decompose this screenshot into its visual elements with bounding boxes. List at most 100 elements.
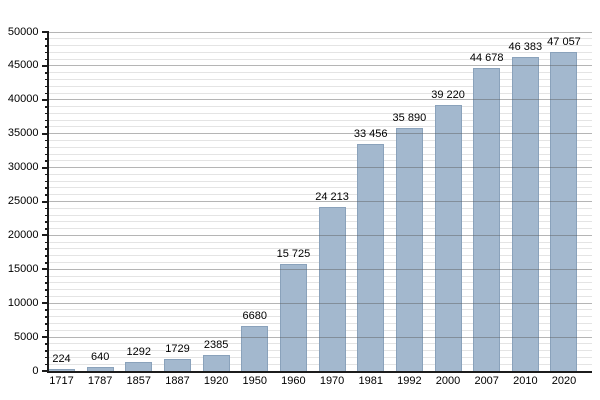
y-tick-minor (44, 282, 48, 284)
y-tick-minor (44, 194, 48, 196)
bar-2020 (550, 51, 578, 371)
gridline-minor (48, 85, 592, 87)
value-label-1787: 640 (90, 350, 110, 363)
y-tick-major (41, 31, 48, 33)
y-tick-minor (44, 146, 48, 149)
x-tick-label-1920: 1920 (203, 374, 229, 387)
gridline-major (48, 99, 592, 101)
y-tick-major (41, 64, 48, 67)
y-tick-minor (44, 214, 48, 217)
y-tick-minor (44, 153, 48, 156)
y-tick-label-10000: 10000 (7, 296, 39, 309)
y-tick-minor (44, 255, 48, 257)
y-tick-minor (44, 112, 48, 115)
gridline-major (48, 302, 592, 304)
value-label-1950: 6680 (242, 309, 268, 322)
y-tick-label-25000: 25000 (7, 195, 39, 207)
y-tick-minor (44, 316, 48, 318)
y-tick-minor (44, 173, 48, 176)
x-tick-label-2020: 2020 (551, 374, 577, 387)
value-label-1981: 33 456 (353, 128, 388, 141)
y-tick-minor (44, 343, 48, 345)
y-tick-minor (44, 228, 48, 230)
value-label-1717: 224 (52, 353, 71, 366)
x-tick-label-1970: 1970 (319, 374, 345, 387)
gridline-minor (48, 146, 592, 148)
value-label-1970: 24 213 (315, 190, 349, 203)
bar-1787 (86, 366, 114, 371)
y-tick-minor (44, 350, 48, 352)
y-tick-minor (44, 329, 48, 332)
bar-2010 (511, 56, 539, 371)
y-tick-major (41, 370, 48, 372)
y-tick-minor (44, 289, 48, 291)
y-tick-major (41, 302, 48, 305)
y-tick-minor (44, 275, 48, 278)
gridline-minor (48, 139, 592, 141)
x-tick-label-1887: 1887 (165, 374, 190, 387)
y-tick-minor (44, 106, 48, 108)
y-tick-major (41, 268, 48, 271)
gridline-major (48, 336, 592, 338)
value-label-1992: 35 890 (392, 111, 427, 124)
y-tick-minor (44, 309, 48, 311)
y-tick-minor (44, 78, 48, 81)
gridline-major (48, 234, 592, 236)
bar-2000 (434, 105, 462, 371)
y-tick-minor (44, 85, 48, 88)
gridline-major (48, 133, 592, 135)
y-tick-minor (44, 356, 48, 359)
y-tick-minor (44, 363, 48, 366)
y-tick-minor (44, 248, 48, 250)
y-tick-label-15000: 15000 (7, 262, 39, 275)
value-label-2010: 46 383 (508, 40, 543, 53)
y-tick-major (41, 166, 48, 169)
gridline-minor (48, 160, 592, 162)
y-tick-label-20000: 20000 (7, 228, 39, 241)
y-tick-minor (44, 45, 48, 47)
y-tick-minor (44, 38, 48, 40)
gridline-minor (48, 112, 592, 114)
gridline-minor (48, 78, 592, 80)
bar-1887 (163, 359, 191, 371)
value-label-2020: 47 057 (547, 35, 581, 48)
gridline-major (48, 65, 592, 67)
bar-1857 (125, 362, 153, 371)
x-tick-label-1981: 1981 (358, 374, 383, 387)
y-axis-line (47, 31, 49, 372)
y-tick-minor (44, 72, 48, 74)
y-tick-label-5000: 5000 (14, 330, 39, 343)
gridline-minor (48, 106, 592, 108)
value-label-1960: 15 725 (276, 248, 311, 261)
bar-1981 (357, 144, 385, 371)
value-label-2000: 39 220 (431, 89, 465, 102)
value-label-1887: 1729 (165, 343, 190, 356)
x-tick-label-1717: 1717 (49, 374, 74, 387)
value-label-1920: 2385 (203, 338, 229, 351)
y-tick-label-50000: 50000 (7, 25, 39, 38)
gridline-minor (48, 173, 592, 175)
gridline-minor (48, 126, 592, 128)
bar-1992 (395, 127, 423, 371)
y-tick-major (41, 132, 48, 135)
gridline-minor (48, 58, 592, 60)
bar-1950 (241, 325, 269, 371)
y-tick-minor (44, 119, 48, 122)
y-tick-label-30000: 30000 (7, 161, 39, 174)
bar-1920 (202, 354, 230, 371)
y-tick-minor (44, 241, 48, 244)
value-label-1857: 1292 (126, 346, 152, 359)
bar-2007 (473, 68, 501, 371)
y-tick-minor (44, 92, 48, 95)
x-tick-label-1950: 1950 (242, 374, 268, 387)
gridline-minor (48, 187, 592, 189)
y-tick-minor (44, 51, 48, 54)
gridline-major (48, 31, 592, 33)
y-tick-label-45000: 45000 (7, 59, 39, 72)
bar-1970 (318, 206, 346, 371)
x-axis-line (47, 370, 592, 373)
value-label-2007: 44 678 (469, 52, 504, 65)
y-tick-minor (44, 187, 48, 189)
gridline-minor (48, 153, 592, 155)
